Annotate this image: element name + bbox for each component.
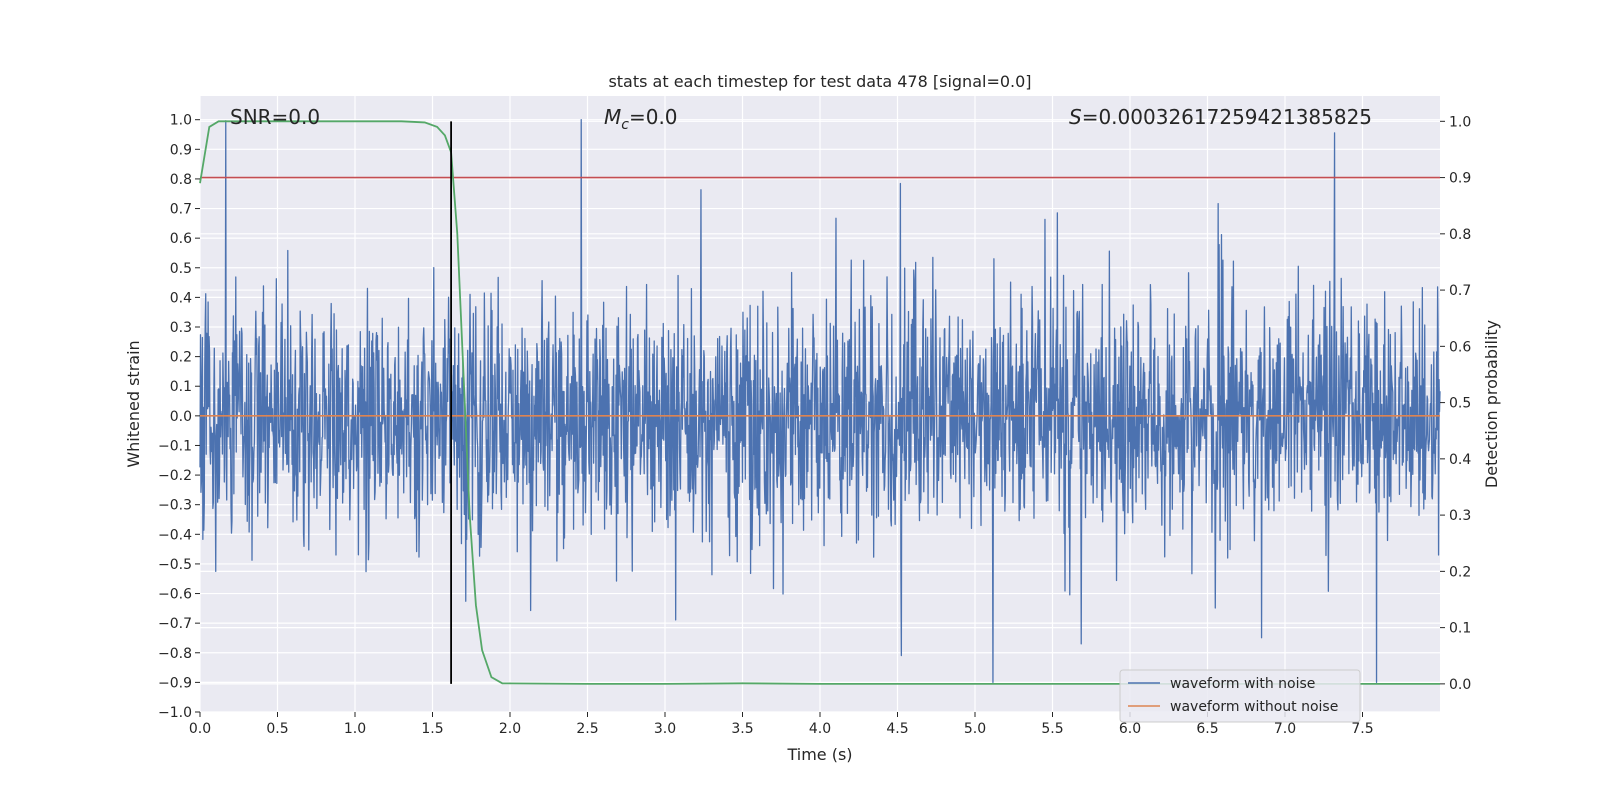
y-right-tick-label: 0.4 xyxy=(1449,452,1471,468)
y-right-tick-label: 0.7 xyxy=(1449,283,1471,299)
y-right-tick-label: 0.3 xyxy=(1449,508,1471,524)
y-tick-label: −0.5 xyxy=(158,557,192,573)
y-tick-label: 0.1 xyxy=(170,379,192,395)
x-axis-ticks: 0.0 0.5 1.0 1.5 2.0 2.5 3.0 3.5 4.0 4.5 5.0 5.5 6.0 6… xyxy=(189,712,1374,737)
y-tick-label: −0.2 xyxy=(158,468,192,484)
y-right-tick-label: 0.8 xyxy=(1449,227,1471,243)
legend: waveform with noise waveform without noi… xyxy=(1119,669,1361,723)
x-tick-label: 5.0 xyxy=(964,721,986,737)
legend-label-waveform-with-noise: waveform with noise xyxy=(1170,676,1315,692)
y-right-axis-ticks: 1.0 0.9 0.8 0.7 0.6 0.5 0.4 0.3 0.2 0.1 0.0 xyxy=(1440,114,1471,693)
y-tick-label: 0.9 xyxy=(170,142,192,158)
y-right-tick-label: 0.9 xyxy=(1449,171,1471,187)
y-tick-label: 0.8 xyxy=(170,172,192,188)
y-tick-label: −0.7 xyxy=(158,616,192,632)
y-tick-label: 0.6 xyxy=(170,231,192,247)
y-right-tick-label: 0.1 xyxy=(1449,621,1471,637)
y-right-axis-label: Detection probability xyxy=(1482,320,1501,488)
legend-box xyxy=(1119,669,1361,723)
x-tick-label: 4.5 xyxy=(886,721,908,737)
x-tick-label: 6.0 xyxy=(1119,721,1141,737)
y-tick-label: 0.3 xyxy=(170,320,192,336)
y-tick-label: −0.8 xyxy=(158,646,192,662)
x-tick-label: 2.5 xyxy=(576,721,598,737)
chirp-mass-value: =0.0 xyxy=(629,105,678,129)
y-tick-label: −0.6 xyxy=(158,587,192,603)
chirp-mass-subscript: c xyxy=(621,117,629,133)
s-value: =0.00032617259421385825 xyxy=(1082,105,1372,129)
noise-waveform-line xyxy=(199,119,1441,684)
y-tick-label: 1.0 xyxy=(170,113,192,129)
overlay-lines xyxy=(199,120,1440,685)
x-tick-label: 0.0 xyxy=(189,721,211,737)
s-symbol: S xyxy=(1069,105,1082,129)
detection-probability-line xyxy=(199,120,1440,685)
y-tick-label: −0.9 xyxy=(158,675,192,691)
y-tick-label: −0.1 xyxy=(158,438,192,454)
y-axis-label: Whitened strain xyxy=(124,340,143,467)
x-tick-label: 0.5 xyxy=(266,721,288,737)
y-tick-label: 0.4 xyxy=(170,290,192,306)
series-waveform-with-noise xyxy=(199,119,1441,684)
y-tick-label: −1.0 xyxy=(158,705,192,721)
chirp-mass-annotation: Mc=0.0 xyxy=(604,105,678,133)
y-right-tick-label: 0.0 xyxy=(1449,677,1471,693)
y-tick-label: 0.0 xyxy=(170,409,192,425)
y-tick-label: 0.7 xyxy=(170,202,192,218)
x-tick-label: 3.0 xyxy=(654,721,676,737)
x-tick-label: 4.0 xyxy=(809,721,831,737)
chart-title: stats at each timestep for test data 478… xyxy=(608,72,1031,91)
y-tick-label: −0.3 xyxy=(158,498,192,514)
y-right-tick-label: 1.0 xyxy=(1449,114,1471,130)
y-tick-label: −0.4 xyxy=(158,527,192,543)
y-right-tick-label: 0.6 xyxy=(1449,339,1471,355)
x-tick-label: 2.0 xyxy=(499,721,521,737)
x-tick-label: 7.0 xyxy=(1274,721,1296,737)
x-axis-label: Time (s) xyxy=(786,745,852,764)
y-axis-ticks: 1.0 0.9 0.8 0.7 0.6 0.5 0.4 0.3 0.2 0.1 0.0 −0.1 −0.… xyxy=(158,113,200,721)
y-tick-label: 0.2 xyxy=(170,350,192,366)
x-tick-label: 5.5 xyxy=(1041,721,1063,737)
y-right-tick-label: 0.2 xyxy=(1449,564,1471,580)
x-tick-label: 1.0 xyxy=(344,721,366,737)
y-right-tick-label: 0.5 xyxy=(1449,396,1471,412)
x-tick-label: 1.5 xyxy=(421,721,443,737)
x-tick-label: 3.5 xyxy=(731,721,753,737)
y-tick-label: 0.5 xyxy=(170,261,192,277)
legend-label-waveform-without-noise: waveform without noise xyxy=(1170,699,1338,715)
chirp-mass-symbol: M xyxy=(604,105,621,129)
s-annotation: S=0.00032617259421385825 xyxy=(1069,105,1372,129)
snr-annotation: SNR=0.0 xyxy=(230,105,320,129)
x-tick-label: 6.5 xyxy=(1196,721,1218,737)
x-tick-label: 7.5 xyxy=(1351,721,1373,737)
